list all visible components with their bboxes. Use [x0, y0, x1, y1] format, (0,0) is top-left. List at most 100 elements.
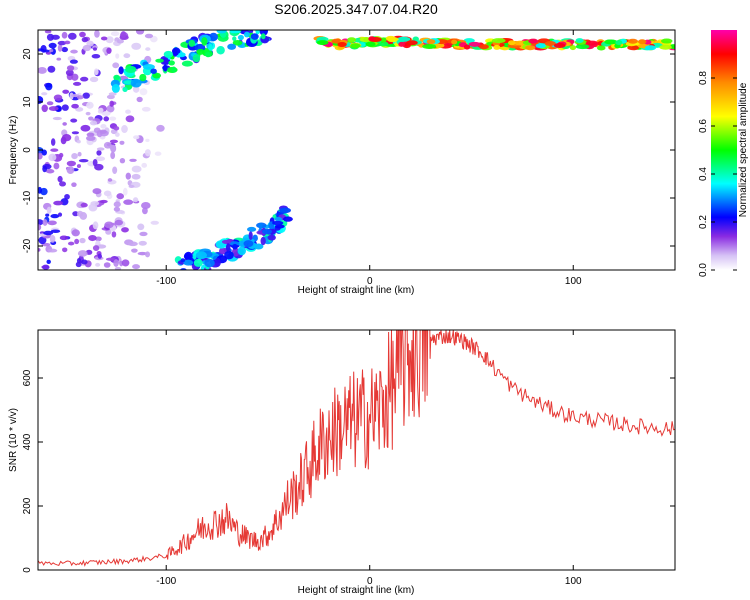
- heatmap-blob: [109, 144, 117, 150]
- spectrogram-ytick-label: -20: [22, 238, 33, 253]
- snr-xlabel: Height of straight line (km): [298, 585, 415, 596]
- heatmap-blob: [116, 193, 125, 200]
- heatmap-blob: [137, 223, 145, 231]
- heatmap-blob: [111, 84, 120, 93]
- heatmap-blob: [92, 158, 98, 167]
- heatmap-blob: [96, 147, 105, 151]
- heatmap-blob: [56, 57, 62, 61]
- heatmap-blob: [192, 54, 201, 63]
- heatmap-blob: [71, 152, 78, 160]
- heatmap-blob: [122, 86, 128, 93]
- heatmap-blob: [544, 40, 556, 46]
- heatmap-blob: [106, 94, 115, 100]
- spectrogram-ytick-label: 20: [22, 48, 33, 60]
- heatmap-blob: [66, 166, 75, 175]
- heatmap-blob: [47, 248, 58, 253]
- heatmap-blob: [85, 111, 91, 116]
- heatmap-blob: [57, 175, 63, 183]
- heatmap-blob: [45, 82, 53, 91]
- heatmap-blob: [196, 48, 205, 55]
- heatmap-blob: [38, 48, 45, 52]
- heatmap-blob: [259, 23, 270, 28]
- heatmap-blob: [91, 54, 101, 59]
- snr-series-line: [38, 330, 675, 567]
- heatmap-blob: [127, 241, 138, 247]
- heatmap-blob: [38, 236, 47, 245]
- heatmap-blob: [40, 187, 48, 196]
- heatmap-blob: [67, 241, 75, 246]
- heatmap-blob: [142, 207, 148, 215]
- heatmap-blob: [92, 47, 98, 51]
- heatmap-blob: [138, 240, 147, 246]
- heatmap-blob: [38, 186, 43, 194]
- snr-ytick-label: 200: [22, 497, 33, 514]
- heatmap-blob: [585, 40, 599, 46]
- heatmap-blob: [112, 166, 118, 175]
- colorbar-tick-label: 0.0: [698, 263, 709, 277]
- heatmap-blob: [66, 65, 75, 71]
- heatmap-blob: [80, 259, 88, 265]
- heatmap-blob: [136, 96, 143, 103]
- heatmap-blob: [171, 66, 177, 73]
- heatmap-blob: [104, 221, 114, 229]
- heatmap-blob: [261, 33, 266, 40]
- spectrogram-xlabel: Height of straight line (km): [298, 285, 415, 296]
- heatmap-blob: [46, 206, 52, 214]
- heatmap-blob: [51, 34, 60, 40]
- heatmap-blob: [659, 44, 672, 50]
- heatmap-blob: [57, 212, 63, 217]
- heatmap-blob: [132, 264, 140, 270]
- heatmap-blob: [569, 45, 577, 51]
- heatmap-blob: [79, 31, 86, 38]
- heatmap-blob: [262, 20, 269, 28]
- spectrogram-ytick-label: 0: [22, 147, 33, 153]
- heatmap-blob: [100, 124, 107, 129]
- heatmap-blob: [82, 44, 92, 52]
- colorbar-tick-label: 0.4: [698, 167, 709, 181]
- heatmap-blob: [78, 159, 89, 163]
- heatmap-blob: [88, 234, 97, 242]
- spectrogram-ytick-label: 10: [22, 96, 33, 108]
- heatmap-blob: [42, 264, 50, 270]
- heatmap-blob: [105, 36, 114, 44]
- heatmap-blob: [221, 239, 232, 244]
- heatmap-blob: [257, 30, 264, 31]
- heatmap-blob: [46, 33, 54, 41]
- heatmap-blob: [80, 202, 88, 208]
- heatmap-blob: [131, 248, 138, 253]
- heatmap-blob: [64, 193, 70, 200]
- heatmap-blob: [119, 157, 126, 164]
- heatmap-blob: [61, 31, 68, 39]
- heatmap-blob: [106, 104, 115, 113]
- heatmap-blob: [406, 40, 418, 46]
- heatmap-blob: [45, 51, 52, 55]
- heatmap-blob: [48, 153, 57, 162]
- heatmap-blob: [132, 197, 139, 203]
- heatmap-blob: [115, 132, 120, 137]
- heatmap-blob: [150, 68, 157, 74]
- heatmap-blob: [101, 111, 111, 116]
- heatmap-blob: [97, 253, 102, 259]
- heatmap-blob: [468, 41, 481, 47]
- heatmap-blob: [48, 42, 57, 49]
- heatmap-blob: [122, 187, 128, 196]
- heatmap-blob: [216, 46, 225, 55]
- heatmap-blob: [575, 44, 590, 50]
- heatmap-blob: [105, 257, 116, 261]
- heatmap-blob: [615, 40, 623, 46]
- heatmap-blob: [178, 270, 188, 274]
- heatmap-blob: [59, 235, 69, 241]
- heatmap-blob: [434, 42, 445, 48]
- heatmap-blob: [112, 62, 120, 69]
- heatmap-blob: [163, 50, 174, 58]
- heatmap-blob: [155, 58, 164, 63]
- heatmap-blob: [128, 184, 135, 189]
- snr-xtick-label: 100: [565, 576, 582, 587]
- heatmap-blob: [201, 36, 208, 46]
- heatmap-blob: [76, 164, 82, 168]
- heatmap-blob: [88, 116, 94, 121]
- heatmap-blob: [41, 92, 48, 96]
- heatmap-blob: [103, 262, 111, 268]
- snr-xtick-label: 0: [367, 576, 373, 587]
